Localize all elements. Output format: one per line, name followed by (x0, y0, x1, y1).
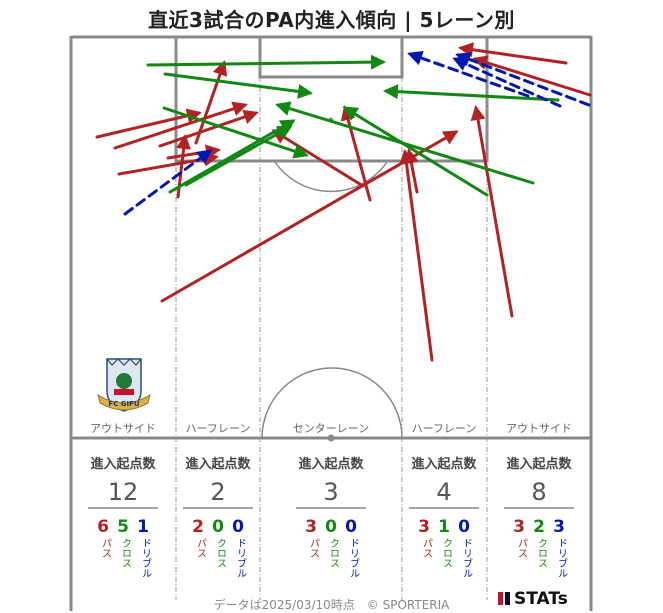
lane-2-pass-label: パス (195, 538, 207, 558)
cross-arrow (163, 72, 313, 99)
lane-stats-panel: 進入起点数126パス5クロス1ドリブル進入起点数22パス0クロス0ドリブル進入起… (88, 456, 574, 578)
lane-2-cross-count: 0 (212, 517, 224, 537)
pass-arrow (458, 42, 568, 65)
pass-arrow (472, 55, 592, 97)
pass-arrow (399, 149, 434, 362)
lane-5-cross-label: クロス (536, 538, 547, 568)
lane-3-cross-label: クロス (328, 538, 339, 568)
lane-4-dribble-count: 0 (458, 517, 470, 537)
cross-arrow (146, 54, 386, 70)
lane-2-cross-label: クロス (215, 538, 226, 568)
lane-4-pass-label: パス (421, 538, 433, 558)
lane-1-pass-count: 6 (97, 517, 109, 537)
lane-5-pass-label: パス (516, 538, 528, 558)
pass-arrow (158, 109, 259, 148)
entry-arrows (95, 42, 592, 362)
lane-total-3: 3 (323, 478, 338, 506)
cross-arrow (168, 119, 296, 194)
lane-4-dribble-label: ドリブル (461, 538, 473, 578)
pass-arrow (194, 60, 228, 145)
lane-label-2: ハーフレーン (186, 422, 251, 435)
lane-total-1: 12 (108, 478, 139, 506)
lane-4-pass-count: 3 (418, 517, 430, 537)
pass-arrow (113, 101, 248, 150)
pass-arrow (117, 151, 219, 176)
dribble-arrow (455, 52, 591, 107)
lane-2-dribble-label: ドリブル (235, 538, 247, 578)
lane-label-4: ハーフレーン (412, 422, 477, 435)
lane-1-dribble-label: ドリブル (140, 538, 152, 578)
cross-arrow (184, 125, 293, 187)
lane-4-cross-label: クロス (441, 538, 452, 568)
lane-total-4: 4 (436, 478, 451, 506)
stats-brand-logo: STATs (498, 589, 568, 609)
footer-note: データは2025/03/10時点 © SPORTERIA (213, 598, 450, 612)
lane-5-dribble-count: 3 (553, 517, 565, 537)
pass-arrow (470, 105, 514, 318)
pass-arrow (271, 129, 365, 188)
pass-arrow (340, 105, 372, 202)
lane-header-1: 進入起点数 (90, 456, 156, 472)
lane-5-pass-count: 3 (513, 517, 525, 537)
lane-header-3: 進入起点数 (298, 456, 364, 472)
lane-total-5: 8 (531, 478, 546, 506)
brand-mark-icon (498, 592, 503, 605)
lane-3-dribble-label: ドリブル (348, 538, 360, 578)
lane-4-cross-count: 1 (438, 517, 450, 537)
penalty-arc (274, 161, 388, 193)
crest-text: FC GIFU (108, 400, 139, 408)
lane-3-pass-count: 3 (305, 517, 317, 537)
chart-title: 直近3試合のPA内進入傾向 | 5レーン別 (148, 8, 515, 32)
lane-dividers (175, 37, 488, 600)
lane-header-4: 進入起点数 (411, 456, 477, 472)
cross-arrow (162, 106, 309, 159)
pitch-lines (69, 35, 593, 611)
brand-text: STATs (514, 589, 568, 609)
lane-3-cross-count: 0 (325, 517, 337, 537)
pass-arrow (403, 148, 419, 194)
lane-1-pass-label: パス (100, 538, 112, 558)
lane-header-2: 進入起点数 (185, 456, 251, 472)
lane-total-2: 2 (210, 478, 225, 506)
lane-3-pass-label: パス (308, 538, 320, 558)
dribble-arrow (407, 50, 530, 98)
lane-label-3: センターレーン (293, 422, 369, 435)
cross-arrow (342, 106, 489, 197)
center-circle (261, 367, 403, 439)
pass-arrow (95, 108, 202, 139)
lane-label-5: アウトサイド (506, 422, 572, 435)
lane-2-pass-count: 2 (192, 517, 204, 537)
lane-label-1: アウトサイド (90, 422, 156, 435)
lane-5-cross-count: 2 (533, 517, 545, 537)
brand-mark-icon-2 (505, 592, 510, 605)
goal-area (258, 35, 404, 79)
lane-5-dribble-label: ドリブル (556, 538, 568, 578)
lane-2-dribble-count: 0 (232, 517, 244, 537)
dribble-arrow (452, 57, 562, 108)
dribble-arrow (123, 149, 213, 216)
lane-3-dribble-count: 0 (345, 517, 357, 537)
lane-1-dribble-count: 1 (137, 517, 149, 537)
fc-gifu-crest-icon: FC GIFU (97, 358, 151, 412)
lane-header-5: 進入起点数 (506, 456, 572, 472)
center-spot (327, 434, 335, 442)
lane-1-cross-label: クロス (120, 538, 131, 568)
lane-1-cross-count: 5 (117, 517, 129, 537)
cross-arrow (383, 84, 560, 102)
